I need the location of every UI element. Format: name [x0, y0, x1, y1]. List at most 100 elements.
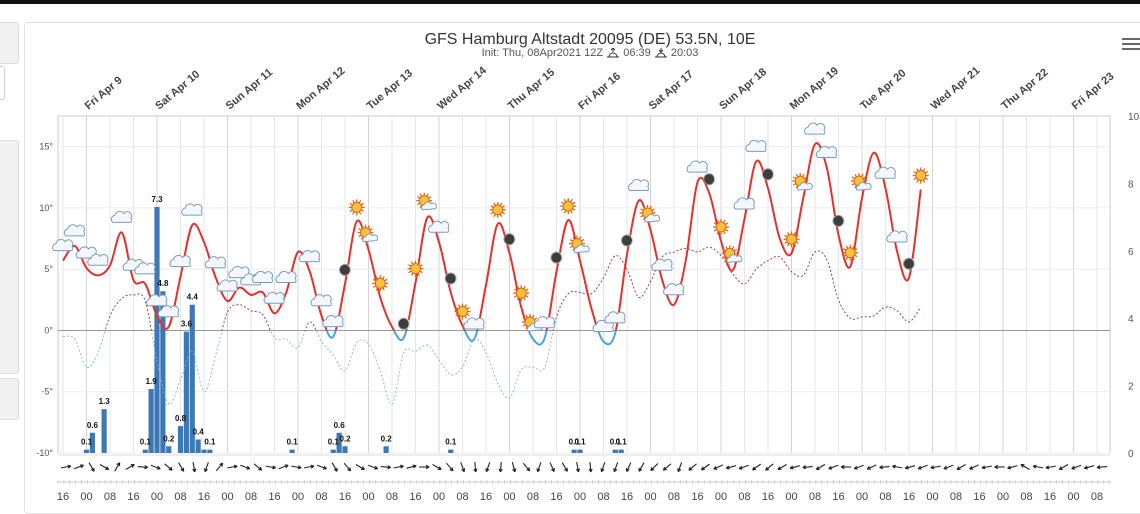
precip-bar [577, 449, 583, 453]
wind-arrow-head [1071, 465, 1076, 470]
wind-arrow [613, 462, 619, 472]
x-tick-label: 16 [480, 491, 492, 503]
x-tick-label: 00 [503, 491, 515, 503]
wind-arrow [918, 464, 928, 470]
x-tick-label: 00 [715, 491, 727, 503]
cloud-icon [52, 239, 74, 252]
side-panel-top [0, 22, 19, 64]
sun-cloud-icon [726, 254, 743, 263]
cloud-icon [604, 311, 626, 324]
wind-arrow [816, 464, 826, 470]
x-tick-label: 08 [879, 491, 891, 503]
wind-arrow [790, 465, 801, 469]
cloud-icon [204, 256, 227, 269]
wind-arrow [380, 466, 391, 468]
precip-data-label: 0.1 [574, 438, 586, 447]
wind-arrow [713, 464, 724, 470]
x-tick-label: 00 [997, 491, 1009, 503]
wind-arrow [677, 462, 683, 472]
cloud-icon [686, 160, 708, 173]
wind-arrow [303, 465, 315, 469]
wind-arrow [981, 465, 992, 469]
wind-arrow-head [866, 466, 871, 470]
wind-arrow-head [498, 468, 503, 473]
sun-icon [489, 201, 506, 218]
hamburger-menu-icon[interactable] [1122, 38, 1140, 52]
wind-arrow-head [512, 468, 517, 473]
day-label: Wed Apr 14 [435, 64, 489, 112]
cloud-icon [651, 258, 673, 271]
wind-arrow [406, 465, 417, 469]
precip-data-label: 0.1 [204, 438, 216, 447]
day-label: Thu Apr 15 [506, 66, 557, 112]
precip-bar [166, 446, 172, 453]
cloud-icon [428, 220, 450, 233]
wind-arrow-head [322, 465, 327, 470]
precip-data-label: 0.6 [87, 421, 99, 430]
sun-icon [842, 244, 859, 261]
moon-icon [444, 272, 458, 285]
x-tick-label: 16 [832, 491, 844, 503]
x-tick-label: 08 [668, 491, 680, 503]
wind-arrow-head [738, 465, 743, 470]
sunset-icon [654, 48, 667, 58]
wind-arrow-head [853, 465, 858, 470]
day-label: Mon Apr 12 [294, 65, 347, 112]
sun-icon [513, 285, 530, 302]
x-tick-label: 08 [315, 491, 327, 503]
wind-arrow [1020, 464, 1030, 470]
x-tick-label: 08 [950, 491, 962, 503]
precip-data-label: 0.2 [339, 434, 351, 443]
wind-arrow [1084, 465, 1095, 469]
day-label: Mon Apr 19 [788, 65, 841, 112]
wind-arrow-head [449, 467, 454, 472]
wind-arrow [1045, 465, 1056, 469]
wind-arrow-head [192, 468, 197, 473]
wind-arrow-head [272, 465, 276, 470]
wind-arrow [192, 461, 196, 473]
wind-arrow [930, 465, 941, 469]
cloud-icon [463, 317, 485, 330]
cloud-icon [134, 262, 156, 275]
x-tick-label: 16 [621, 491, 633, 503]
x-tick-label: 16 [57, 491, 69, 503]
wind-arrow [854, 464, 864, 470]
temperature-line-warm [62, 142, 922, 331]
cloud-icon [157, 305, 180, 318]
wind-arrow-head [981, 465, 986, 470]
wind-arrow-head [461, 468, 466, 473]
precip-bar [330, 449, 336, 453]
x-tick-label: 00 [856, 491, 868, 503]
x-tick-label: 00 [1067, 491, 1079, 503]
wind-arrow-head [588, 468, 593, 473]
sun-cloud-icon [362, 233, 379, 243]
wind-arrow [802, 466, 813, 468]
wind-arrow [956, 464, 966, 470]
wind-arrow-head [677, 468, 682, 473]
sun-icon [407, 260, 424, 277]
x-tick-label: 16 [903, 491, 915, 503]
precip-bar [101, 409, 107, 453]
cloud-icon [181, 203, 203, 216]
wind-arrow-head [752, 466, 757, 471]
precip-data-label: 0.1 [140, 438, 152, 447]
wind-arrow-head [879, 465, 884, 470]
wind-arrow [460, 462, 465, 472]
wind-arrow [446, 462, 454, 472]
sun-icon [912, 167, 929, 184]
wind-arrow-head [90, 467, 95, 472]
day-label: Sun Apr 18 [717, 66, 769, 112]
wind-arrow [738, 464, 749, 470]
wind-arrow [650, 463, 659, 471]
wind-arrow-head [904, 465, 909, 470]
x-tick-label: 00 [785, 491, 797, 503]
wind-arrow-head [956, 466, 961, 471]
chart-subtitle: Init: Thu, 08Apr2021 12Z 06:39 20:03 [390, 47, 790, 59]
precip-bar [83, 449, 90, 453]
x-tick-label: 00 [433, 491, 445, 503]
side-input-box[interactable] [0, 66, 5, 100]
wind-arrow [576, 461, 580, 473]
wind-arrow-head [130, 463, 135, 468]
wind-arrow-head [725, 465, 730, 470]
plot-area [57, 115, 1111, 454]
